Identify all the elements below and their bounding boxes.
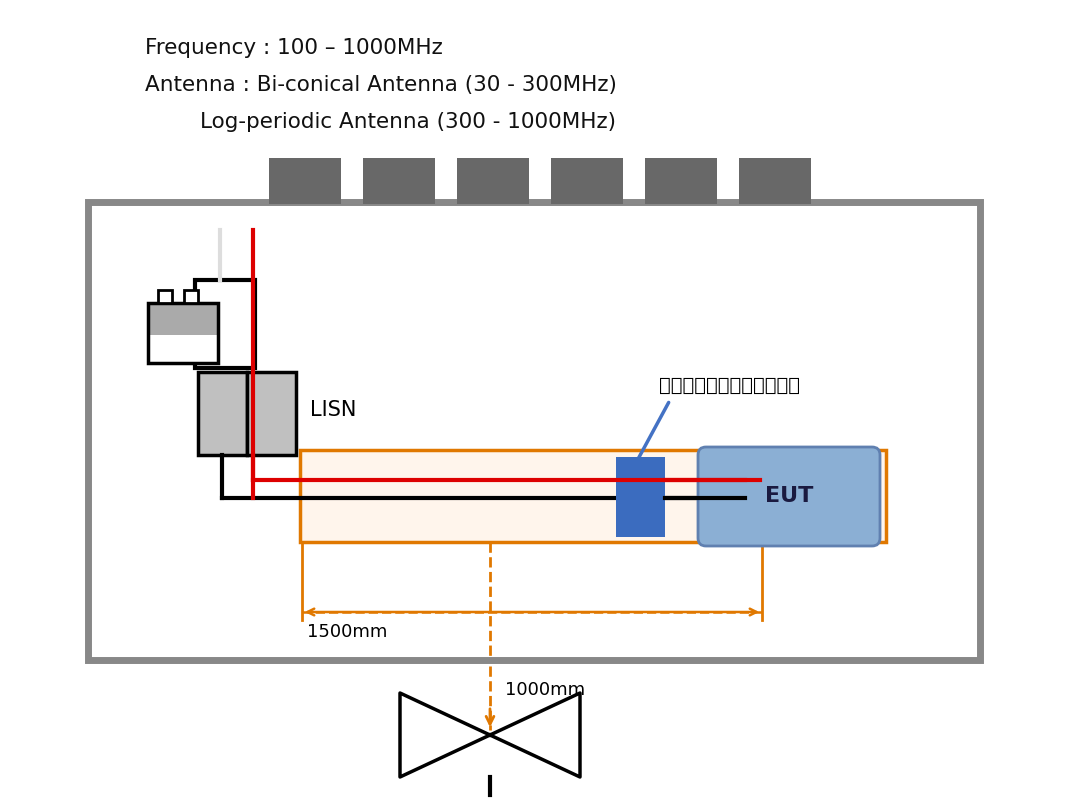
Bar bbox=[645, 158, 717, 204]
Bar bbox=[739, 158, 811, 204]
Bar bbox=[148, 335, 218, 363]
Bar bbox=[87, 202, 980, 660]
Bar bbox=[300, 450, 886, 542]
Text: 1000mm: 1000mm bbox=[505, 681, 585, 699]
Text: Antenna : Bi-conical Antenna (30 - 300MHz): Antenna : Bi-conical Antenna (30 - 300MH… bbox=[145, 75, 617, 95]
Bar bbox=[616, 457, 665, 537]
Bar bbox=[551, 158, 623, 204]
Bar bbox=[195, 280, 255, 368]
Text: EUT: EUT bbox=[765, 486, 813, 506]
Bar bbox=[247, 372, 296, 455]
Text: 1500mm: 1500mm bbox=[307, 623, 388, 641]
Text: Frequency : 100 – 1000MHz: Frequency : 100 – 1000MHz bbox=[145, 38, 443, 58]
Bar bbox=[184, 290, 198, 303]
Bar bbox=[148, 303, 218, 335]
Bar bbox=[457, 158, 529, 204]
Bar bbox=[158, 290, 172, 303]
Bar bbox=[363, 158, 435, 204]
Text: 安装了共模抜流线圈的基板: 安装了共模抜流线圈的基板 bbox=[660, 376, 800, 395]
Text: LISN: LISN bbox=[310, 400, 356, 420]
FancyBboxPatch shape bbox=[698, 447, 880, 546]
Bar bbox=[198, 372, 247, 455]
Bar bbox=[148, 303, 218, 363]
Bar bbox=[269, 158, 341, 204]
Text: Log-periodic Antenna (300 - 1000MHz): Log-periodic Antenna (300 - 1000MHz) bbox=[200, 112, 616, 132]
